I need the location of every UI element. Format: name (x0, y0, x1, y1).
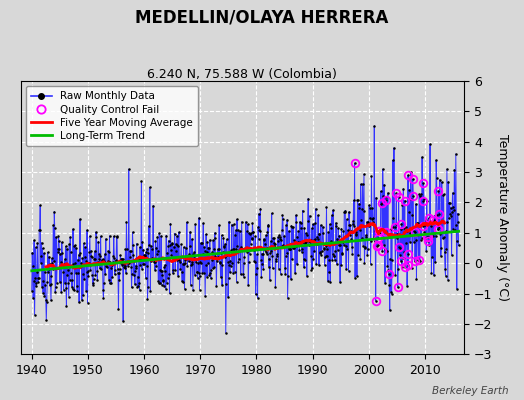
Text: MEDELLIN/OLAYA HERRERA: MEDELLIN/OLAYA HERRERA (135, 8, 389, 26)
Y-axis label: Temperature Anomaly (°C): Temperature Anomaly (°C) (496, 134, 509, 301)
Legend: Raw Monthly Data, Quality Control Fail, Five Year Moving Average, Long-Term Tren: Raw Monthly Data, Quality Control Fail, … (26, 86, 198, 146)
Title: 6.240 N, 75.588 W (Colombia): 6.240 N, 75.588 W (Colombia) (147, 68, 337, 81)
Text: Berkeley Earth: Berkeley Earth (432, 386, 508, 396)
